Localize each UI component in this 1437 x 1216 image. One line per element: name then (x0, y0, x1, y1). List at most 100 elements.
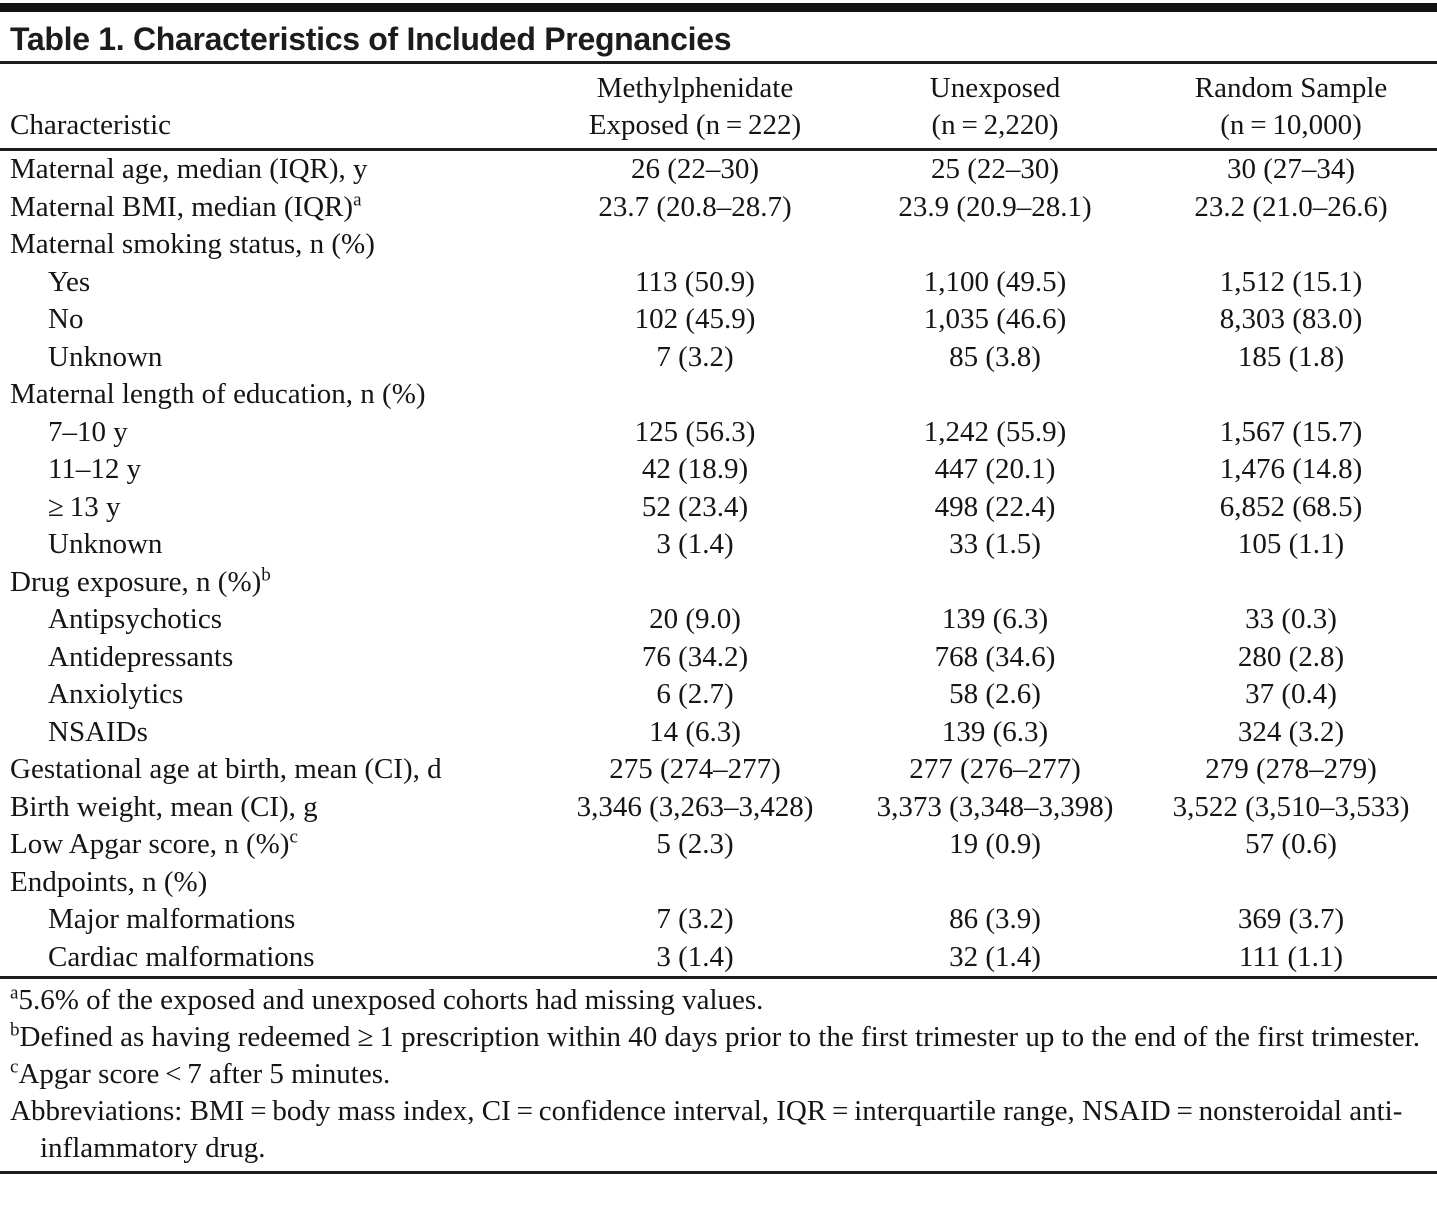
row-label-text: Maternal length of education, n (%) (10, 378, 426, 410)
row-label: Gestational age at birth, mean (CI), d (0, 751, 545, 789)
cell-unexposed-value: 139 (6.3) (941, 715, 1049, 748)
row-label: Cardiac malformations (0, 939, 545, 977)
cell-unexposed-value: 447 (20.1) (934, 453, 1056, 485)
cell-random-sample-value: 1,512 (15.1) (1219, 265, 1363, 298)
cell-unexposed-value: 277 (276–277) (909, 753, 1081, 785)
cell-exposed-value: 125 (56.3) (634, 415, 756, 448)
cell-exposed-value: 275 (274–277) (609, 753, 781, 785)
cell-exposed-value: 52 (23.4) (641, 490, 749, 523)
column-header-random-line2: (n = 10,000) (1220, 109, 1362, 141)
row-label: NSAIDs (0, 714, 545, 752)
table-row: Cardiac malformations 3 (1.4) 32 (1.4) 1… (0, 939, 1437, 977)
row-label-text: Yes (48, 265, 91, 298)
cell-unexposed-value: 498 (22.4) (934, 490, 1056, 523)
row-label-text: Major malformations (48, 903, 296, 935)
table-row: Maternal BMI, median (IQR)a 23.7 (20.8–2… (0, 189, 1437, 227)
cell-unexposed-value (845, 226, 1145, 264)
row-label-text: 11–12 y (48, 453, 142, 485)
row-label-text: Low Apgar score, n (%) (10, 828, 290, 860)
cell-random-sample-value: 105 (1.1) (1237, 528, 1345, 560)
cell-random-sample-value: 369 (3.7) (1237, 903, 1345, 935)
cell-unexposed-value: 23.9 (20.9–28.1) (898, 190, 1092, 223)
row-label-text: Unknown (48, 528, 163, 560)
cell-exposed-value (545, 226, 845, 264)
row-label: Maternal BMI, median (IQR)a (0, 189, 545, 227)
column-header-random-line1: Random Sample (1194, 72, 1388, 104)
cell-random-sample-value (1145, 864, 1437, 902)
cell-unexposed-value (845, 376, 1145, 414)
footnote: a5.6% of the exposed and unexposed cohor… (10, 982, 1427, 1019)
table-row: Maternal length of education, n (%) (0, 376, 1437, 414)
row-label: No (0, 301, 545, 339)
footnote-marker: b (10, 1019, 20, 1041)
cell-unexposed-value: 1,100 (49.5) (923, 265, 1067, 298)
cell-random-sample-value: 8,303 (83.0) (1219, 303, 1363, 335)
cell-unexposed-value: 19 (0.9) (949, 828, 1041, 860)
row-footnote-marker: a (353, 188, 362, 210)
cell-exposed-value: 76 (34.2) (641, 640, 749, 673)
column-header-exposed-line1: Methylphenidate (596, 72, 794, 104)
row-label-text: 7–10 y (48, 415, 128, 448)
top-rule-bar (0, 3, 1437, 12)
table-row: Gestational age at birth, mean (CI), d 2… (0, 751, 1437, 789)
column-header-unexposed-line2: (n = 2,220) (931, 109, 1059, 141)
row-label-text: Maternal BMI, median (IQR) (10, 190, 354, 223)
cell-exposed-value (545, 376, 845, 414)
cell-exposed-value: 113 (50.9) (635, 265, 755, 298)
cell-random-sample-value (1145, 226, 1437, 264)
cell-random-sample-value: 280 (2.8) (1237, 640, 1345, 673)
column-header-exposed: Methylphenidate Exposed (n = 222) (545, 64, 845, 151)
table-row: Low Apgar score, n (%)c 5 (2.3) 19 (0.9)… (0, 826, 1437, 864)
cell-unexposed-value: 1,035 (46.6) (923, 303, 1067, 335)
table-row: Anxiolytics 6 (2.7) 58 (2.6) 37 (0.4) (0, 676, 1437, 714)
row-label: 11–12 y (0, 451, 545, 489)
paper-table-page: Table 1. Characteristics of Included Pre… (0, 3, 1437, 1216)
cell-unexposed-value: 25 (22–30) (930, 153, 1060, 185)
cell-exposed-value: 3,346 (3,263–3,428) (576, 790, 814, 823)
row-label: Major malformations (0, 901, 545, 939)
table-body: Maternal age, median (IQR), y 26 (22–30)… (0, 150, 1437, 977)
row-label: Antidepressants (0, 639, 545, 677)
footnote-text: Abbreviations: BMI = body mass index, CI… (10, 1095, 1403, 1164)
row-label: 7–10 y (0, 414, 545, 452)
row-label: Unknown (0, 339, 545, 377)
cell-random-sample-value: 279 (278–279) (1205, 753, 1377, 785)
cell-random-sample-value: 1,476 (14.8) (1219, 453, 1363, 485)
cell-unexposed-value: 32 (1.4) (949, 940, 1041, 973)
row-label: Drug exposure, n (%)b (0, 564, 545, 602)
cell-unexposed-value: 768 (34.6) (934, 640, 1056, 673)
cell-random-sample-value (1145, 376, 1437, 414)
row-label-text: Antipsychotics (48, 603, 222, 635)
row-label: Yes (0, 264, 545, 302)
table-row: Yes 113 (50.9) 1,100 (49.5) 1,512 (15.1) (0, 264, 1437, 302)
cell-exposed-value (545, 564, 845, 602)
footnote-marker: c (10, 1056, 19, 1078)
table-row: Maternal age, median (IQR), y 26 (22–30)… (0, 150, 1437, 189)
footnote-text: Apgar score < 7 after 5 minutes. (18, 1058, 391, 1090)
cell-exposed-value: 26 (22–30) (630, 153, 760, 185)
table-row: Drug exposure, n (%)b (0, 564, 1437, 602)
cell-random-sample-value (1145, 564, 1437, 602)
cell-unexposed-value: 86 (3.9) (949, 903, 1041, 935)
footnote-marker: a (10, 982, 19, 1004)
table-row: Maternal smoking status, n (%) (0, 226, 1437, 264)
characteristics-table: Characteristic Methylphenidate Exposed (… (0, 64, 1437, 976)
cell-random-sample-value: 185 (1.8) (1237, 340, 1345, 373)
cell-unexposed-value: 58 (2.6) (949, 678, 1041, 710)
row-label-text: Antidepressants (48, 640, 234, 673)
cell-exposed-value: 3 (1.4) (656, 528, 734, 560)
cell-unexposed-value: 33 (1.5) (949, 528, 1041, 560)
cell-exposed-value: 5 (2.3) (656, 828, 734, 860)
cell-unexposed-value: 3,373 (3,348–3,398) (876, 790, 1114, 823)
cell-unexposed-value (845, 564, 1145, 602)
cell-unexposed-value: 85 (3.8) (949, 340, 1041, 373)
column-header-random-sample: Random Sample (n = 10,000) (1145, 64, 1437, 151)
footnotes: a5.6% of the exposed and unexposed cohor… (0, 979, 1437, 1167)
table-row: Unknown 3 (1.4) 33 (1.5) 105 (1.1) (0, 526, 1437, 564)
cell-random-sample-value: 30 (27–34) (1226, 153, 1356, 185)
footnote: Abbreviations: BMI = body mass index, CI… (10, 1093, 1427, 1167)
table-title: Table 1. Characteristics of Included Pre… (10, 21, 732, 57)
table-row: ≥ 13 y 52 (23.4) 498 (22.4) 6,852 (68.5) (0, 489, 1437, 527)
table-row: Endpoints, n (%) (0, 864, 1437, 902)
bottom-rule-bar (0, 1171, 1437, 1174)
